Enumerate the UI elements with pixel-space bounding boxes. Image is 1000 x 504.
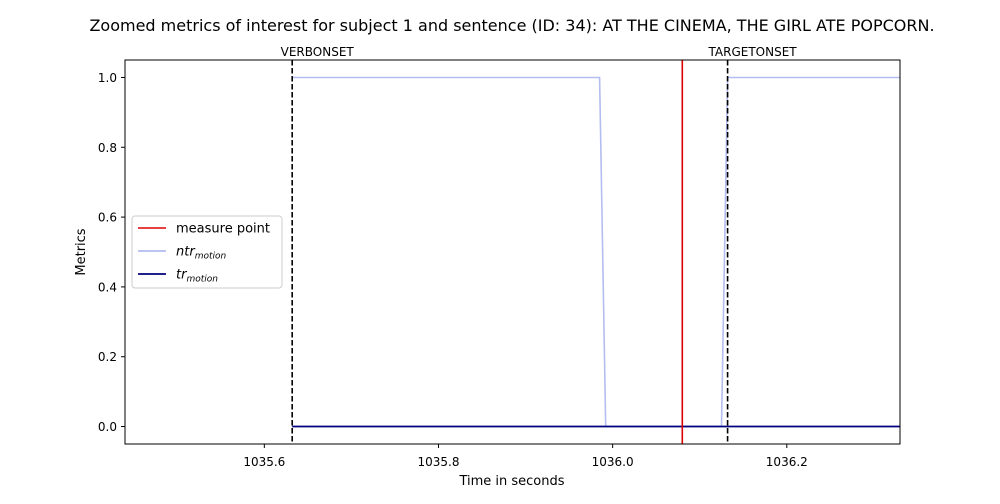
legend-label: measure point — [176, 222, 270, 237]
chart-title: Zoomed metrics of interest for subject 1… — [89, 16, 934, 35]
vline-layer: VERBONSET TARGETONSET — [281, 45, 798, 444]
y-axis: 0.0 0.2 0.4 0.6 0.8 1.0 — [98, 71, 125, 434]
series-layer — [292, 76, 900, 428]
y-tick-label: 1.0 — [98, 71, 117, 85]
legend-label: ntrmotion — [176, 245, 226, 262]
y-tick-label: 0.2 — [98, 350, 117, 364]
vline-label-targetonset: TARGETONSET — [708, 45, 798, 59]
x-tick-label: 1035.8 — [417, 455, 459, 469]
y-tick-label: 0.6 — [98, 211, 117, 225]
x-tick-label: 1036.2 — [766, 455, 808, 469]
x-tick-label: 1035.6 — [243, 455, 285, 469]
series-line-ntr-motion — [292, 76, 900, 428]
vline-label-verbonset: VERBONSET — [281, 45, 355, 59]
plot-frame — [124, 59, 901, 445]
legend: measure point ntrmotion trmotion — [131, 215, 283, 289]
x-tick-label: 1036.0 — [592, 455, 634, 469]
y-tick-label: 0.0 — [98, 420, 117, 434]
legend-label: trmotion — [176, 268, 218, 285]
legend-box — [131, 215, 283, 289]
y-tick-label: 0.8 — [98, 141, 117, 155]
y-tick-label: 0.4 — [98, 280, 117, 294]
x-axis-label: Time in seconds — [458, 474, 564, 489]
y-axis-label: Metrics — [74, 228, 89, 275]
x-axis: 1035.6 1035.8 1036.0 1036.2 — [243, 444, 808, 469]
